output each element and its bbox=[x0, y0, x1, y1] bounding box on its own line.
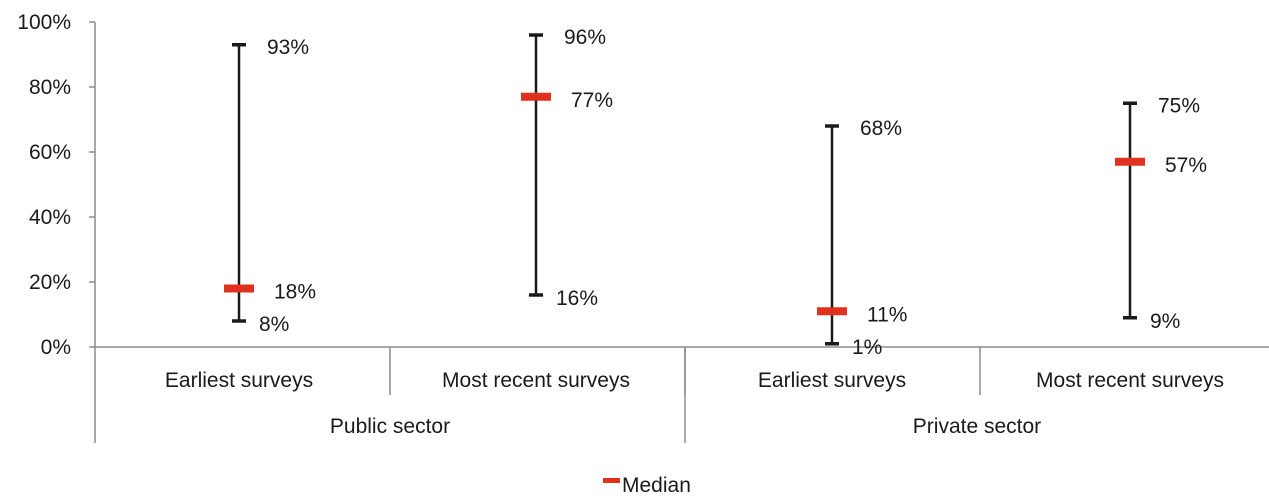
median-value-label: 57% bbox=[1165, 154, 1207, 177]
median-marker bbox=[1115, 157, 1145, 166]
median-marker bbox=[817, 307, 847, 316]
group-label: Private sector bbox=[913, 415, 1041, 438]
category-label: Earliest surveys bbox=[758, 369, 906, 392]
low-value-label: 1% bbox=[852, 336, 882, 359]
category-label: Most recent surveys bbox=[442, 369, 630, 392]
y-tick-label: 0% bbox=[41, 336, 71, 359]
y-tick-label: 40% bbox=[29, 206, 71, 229]
low-value-label: 8% bbox=[259, 313, 289, 336]
group-label: Public sector bbox=[330, 415, 450, 438]
y-tick-label: 60% bbox=[29, 141, 71, 164]
median-marker bbox=[224, 284, 254, 293]
category-label: Earliest surveys bbox=[165, 369, 313, 392]
y-tick-label: 80% bbox=[29, 76, 71, 99]
median-value-label: 11% bbox=[867, 303, 907, 326]
axes: 0% 20% 40% 60% 80% 100% Earliest surveys Most r… bbox=[17, 11, 1269, 443]
legend-median-swatch bbox=[603, 478, 620, 483]
high-value-label: 68% bbox=[860, 117, 902, 140]
low-value-label: 9% bbox=[1150, 310, 1180, 333]
high-value-label: 93% bbox=[267, 36, 309, 59]
median-value-label: 77% bbox=[571, 89, 613, 112]
low-value-label: 16% bbox=[556, 287, 598, 310]
legend: Median bbox=[603, 474, 691, 496]
y-tick-label: 100% bbox=[17, 11, 71, 34]
ranges bbox=[224, 33, 1145, 346]
labels: 93% 8% 18% 96% 16% 77% 68% 1% 11% 75% 9% 57% bbox=[259, 26, 1207, 359]
median-value-label: 18% bbox=[274, 281, 316, 304]
high-value-label: 96% bbox=[564, 26, 606, 49]
high-value-label: 75% bbox=[1158, 94, 1200, 117]
y-tick-label: 20% bbox=[29, 271, 71, 294]
median-marker bbox=[521, 92, 551, 101]
category-label: Most recent surveys bbox=[1036, 369, 1224, 392]
legend-median-label: Median bbox=[622, 474, 691, 496]
